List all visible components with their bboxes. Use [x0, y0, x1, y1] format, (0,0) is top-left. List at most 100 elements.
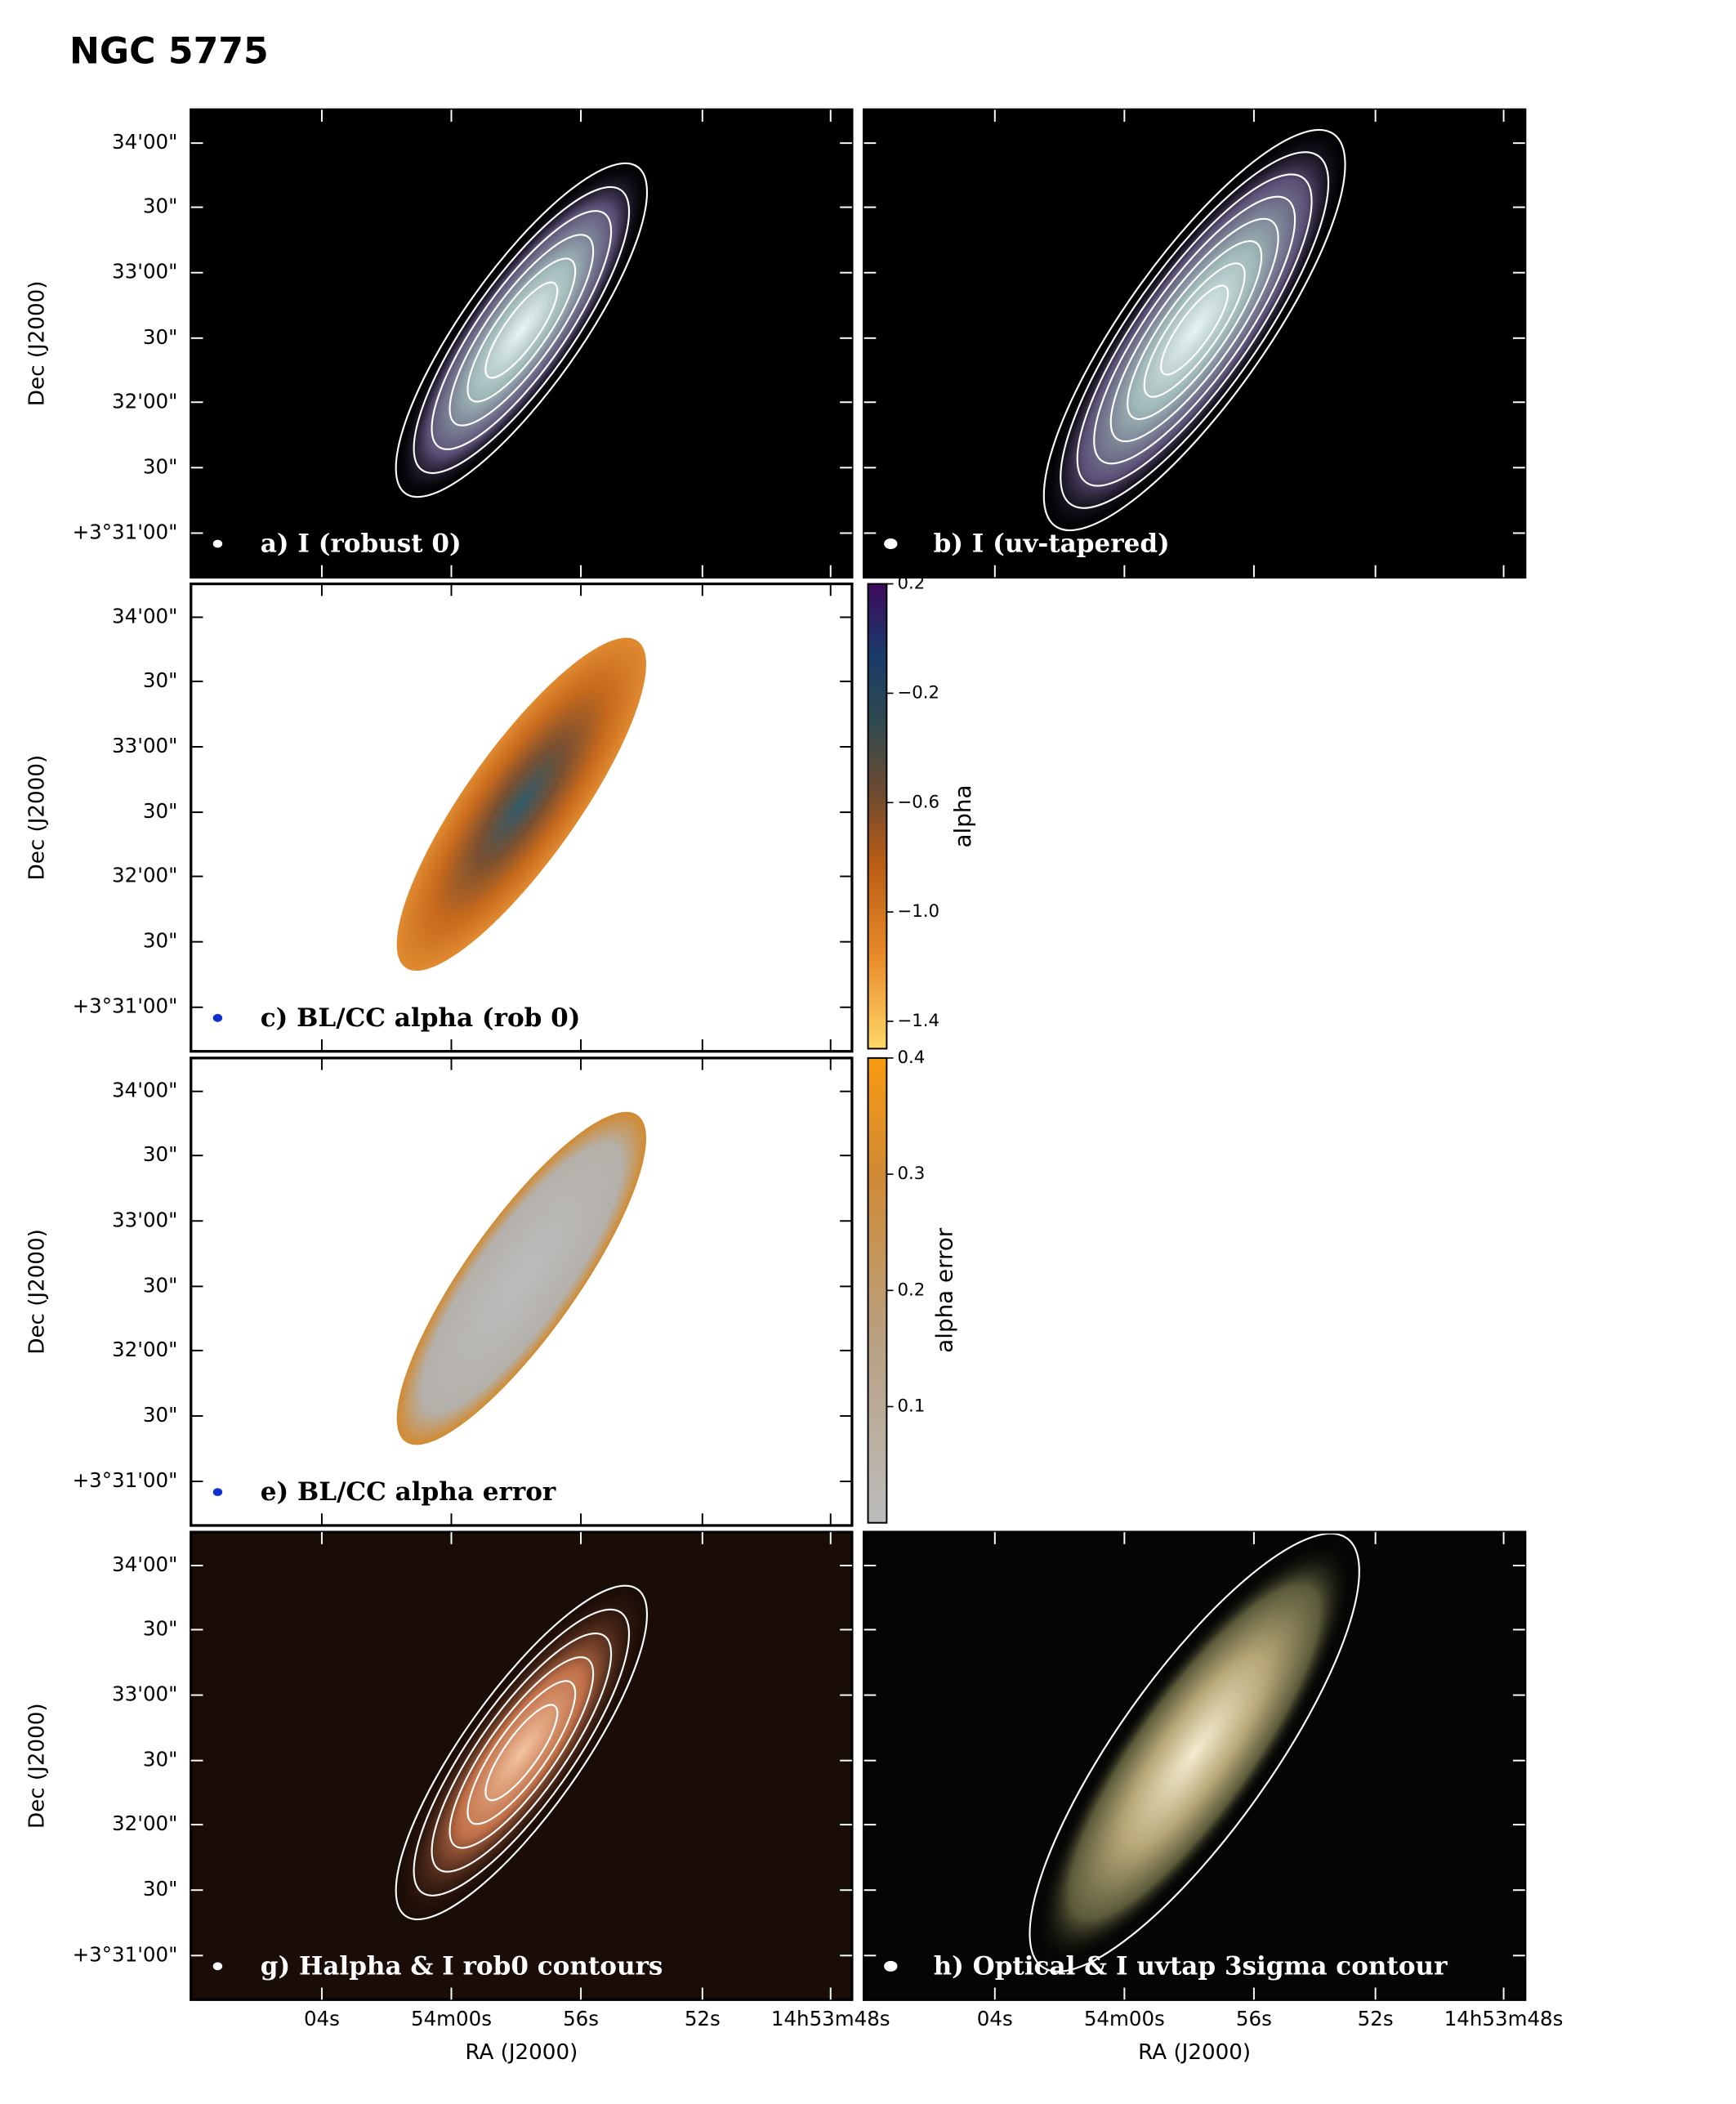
y-axis-label: Dec (J2000) — [25, 755, 49, 881]
panel-frame — [190, 1056, 854, 1527]
beam — [884, 1960, 898, 1972]
y-tick-label: 32'00" — [112, 864, 177, 887]
galaxy — [396, 637, 646, 972]
panel: e) BL/CC alpha error — [190, 1056, 854, 1527]
figure-title: NGC 5775 — [69, 31, 269, 73]
y-axis-label: Dec (J2000) — [25, 1703, 49, 1829]
panel: h) Optical & I uvtap 3sigma contour — [862, 1530, 1527, 2001]
y-tick-label: +3°31'00" — [73, 520, 178, 543]
galaxy-emission — [1038, 1544, 1350, 1961]
colorbar-tick-label: 0.3 — [897, 1164, 925, 1184]
y-tick-label: 33'00" — [112, 1208, 177, 1231]
panel-label: a) I (robust 0) — [261, 529, 462, 559]
y-tick-label: 30" — [143, 194, 177, 218]
colorbar-tick-label: 0.1 — [897, 1396, 925, 1416]
x-tick-label: 54m00s — [411, 2007, 492, 2030]
panel-label: g) Halpha & I rob0 contours — [261, 1952, 663, 1981]
contour — [413, 185, 631, 475]
contour — [1160, 284, 1229, 376]
x-tick-label: 56s — [563, 2007, 599, 2030]
contour — [449, 1656, 595, 1849]
beam — [212, 539, 223, 548]
panel: g) Halpha & I rob0 contours — [190, 1530, 854, 2001]
panel-label: b) I (uv-tapered) — [934, 529, 1170, 559]
y-tick-label: 32'00" — [112, 1811, 177, 1835]
panel-label: e) BL/CC alpha error — [261, 1477, 556, 1507]
contour — [413, 1608, 631, 1896]
contour — [1029, 1532, 1360, 1972]
colorbar — [867, 1056, 888, 1524]
beam — [212, 1013, 223, 1022]
colorbar-tick-label: 0.4 — [897, 1048, 925, 1068]
galaxy-emission — [396, 163, 646, 497]
y-tick-label: +3°31'00" — [73, 1468, 178, 1492]
y-tick-label: 34'00" — [112, 1079, 177, 1102]
galaxy — [1042, 128, 1346, 532]
contour — [431, 1632, 613, 1873]
x-tick-label: 56s — [1236, 2007, 1272, 2030]
y-tick-label: 30" — [143, 454, 177, 478]
y-tick-label: 30" — [143, 325, 177, 349]
colorbar-tick-label: −0.6 — [897, 792, 939, 812]
beam — [884, 538, 898, 550]
contour — [395, 162, 649, 498]
y-tick-label: 33'00" — [112, 734, 177, 757]
panel: a) I (robust 0) — [190, 108, 854, 579]
x-tick-label: 52s — [1358, 2007, 1394, 2030]
contour — [1060, 151, 1330, 509]
y-tick-label: 30" — [143, 1748, 177, 1771]
galaxy — [395, 162, 649, 498]
contour — [466, 1680, 577, 1825]
colorbar-label: alpha — [949, 785, 976, 848]
y-tick-label: +3°31'00" — [73, 1942, 178, 1966]
y-tick-label: 30" — [143, 799, 177, 823]
x-tick-label: 52s — [685, 2007, 721, 2030]
x-tick-label: 14h53m48s — [1444, 2007, 1564, 2030]
contour — [1042, 128, 1346, 532]
contour — [1076, 173, 1313, 487]
panel-label: h) Optical & I uvtap 3sigma contour — [934, 1952, 1448, 1981]
colorbar-tick-label: −1.0 — [897, 901, 939, 922]
y-tick-label: 30" — [143, 1273, 177, 1297]
x-axis-label: RA (J2000) — [465, 2040, 578, 2065]
panel-label: c) BL/CC alpha (rob 0) — [261, 1003, 581, 1033]
colorbar-tick-label: 0.2 — [897, 574, 925, 594]
y-tick-label: 32'00" — [112, 1338, 177, 1361]
panel-frame — [862, 1530, 1527, 2001]
colorbar — [867, 583, 888, 1050]
y-tick-label: 33'00" — [112, 1682, 177, 1706]
y-tick-label: 30" — [143, 929, 177, 953]
x-axis-label: RA (J2000) — [1138, 2040, 1251, 2065]
contour — [449, 234, 595, 427]
x-tick-label: 54m00s — [1084, 2007, 1165, 2030]
x-tick-label: 14h53m48s — [771, 2007, 890, 2030]
y-tick-label: 33'00" — [112, 260, 177, 284]
galaxy-emission — [396, 1586, 646, 1919]
contour — [466, 257, 577, 403]
y-axis-label: Dec (J2000) — [25, 1229, 49, 1355]
galaxy-emission — [1044, 130, 1345, 530]
contour — [484, 281, 559, 379]
y-tick-label: 32'00" — [112, 389, 177, 413]
y-tick-label: 30" — [143, 1616, 177, 1640]
y-tick-label: +3°31'00" — [73, 994, 178, 1018]
y-tick-label: 30" — [143, 1403, 177, 1427]
contour — [1127, 240, 1263, 420]
beam — [212, 1488, 223, 1497]
galaxy — [1029, 1532, 1360, 1972]
contour — [1109, 217, 1279, 443]
galaxy — [395, 1584, 649, 1921]
y-axis-label: Dec (J2000) — [25, 281, 49, 407]
x-tick-label: 04s — [304, 2007, 340, 2030]
colorbar-tick-label: −0.2 — [897, 682, 939, 703]
panel: b) I (uv-tapered) — [862, 108, 1527, 579]
panel: c) BL/CC alpha (rob 0) — [190, 582, 854, 1053]
panel-frame — [190, 582, 854, 1053]
galaxy — [396, 1111, 646, 1445]
galaxy-emission — [396, 1111, 646, 1445]
beam — [212, 1962, 223, 1971]
colorbar-label: alpha error — [930, 1227, 957, 1353]
y-tick-label: 34'00" — [112, 130, 177, 154]
contour — [395, 1584, 649, 1921]
